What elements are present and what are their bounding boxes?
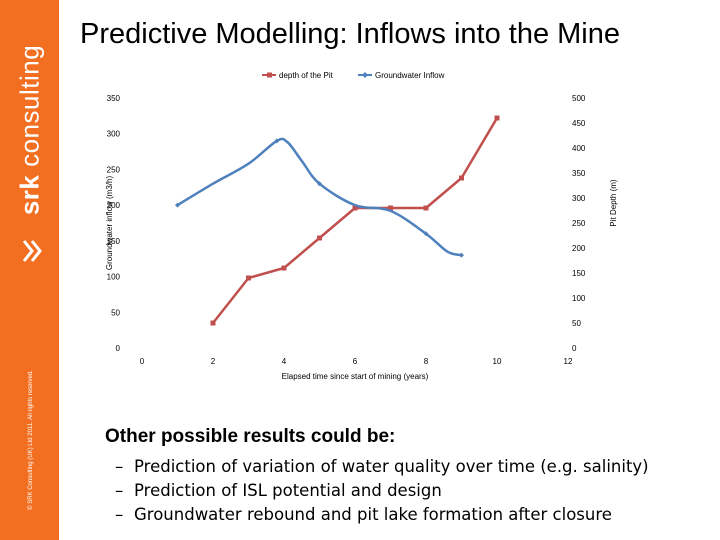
y-tick-label: 150 — [107, 237, 121, 246]
groundwater-point — [175, 202, 180, 208]
y2-tick-label: 450 — [572, 119, 586, 128]
y2-axis-label: Pit Depth (m) — [609, 179, 618, 226]
y2-tick-label: 500 — [572, 94, 586, 103]
y-tick-label: 300 — [107, 130, 121, 139]
bullet-item: – Prediction of variation of water qualit… — [115, 455, 649, 479]
y-tick-label: 250 — [107, 165, 121, 174]
legend-label: depth of the Pit — [279, 71, 334, 80]
pit-depth-point — [494, 115, 500, 121]
y2-tick-label: 100 — [572, 294, 586, 303]
groundwater-point — [274, 138, 280, 144]
groundwater-point — [317, 181, 322, 187]
x-tick-label: 12 — [564, 357, 573, 366]
x-tick-label: 8 — [424, 357, 429, 366]
x-tick-label: 0 — [140, 357, 145, 366]
y2-tick-label: 350 — [572, 169, 586, 178]
y-tick-label: 50 — [111, 308, 120, 317]
x-tick-label: 4 — [282, 357, 287, 366]
y-axis-label: Groundwater inflow (m3/h) — [105, 176, 114, 271]
copyright-notice: © SRK Consulting (UK) Ltd 2011. All righ… — [28, 370, 34, 510]
y-tick-label: 0 — [116, 344, 121, 353]
bullet-item: – Prediction of ISL potential and design — [115, 479, 649, 503]
brand-sidebar: srk consulting © SRK Consulting (UK) Ltd… — [0, 0, 59, 540]
pit-depth-point — [317, 235, 322, 241]
y2-tick-label: 300 — [572, 194, 586, 203]
groundwater-line — [176, 137, 462, 257]
bullet-list: – Prediction of variation of water qualit… — [115, 455, 649, 527]
y2-tick-label: 400 — [572, 144, 586, 153]
bullet-marker: – — [115, 505, 124, 524]
x-axis-label: Elapsed time since start of mining (year… — [282, 372, 429, 381]
y2-tick-label: 150 — [572, 269, 586, 278]
x-tick-label: 2 — [211, 357, 216, 366]
bullet-marker: – — [115, 457, 124, 476]
subheading: Other possible results could be: — [105, 426, 396, 447]
groundwater-point — [459, 252, 464, 258]
y2-tick-label: 0 — [572, 344, 577, 353]
y2-tick-label: 200 — [572, 244, 586, 253]
y-tick-label: 200 — [107, 201, 121, 210]
legend-label: Groundwater Inflow — [375, 71, 445, 80]
bullet-item: – Groundwater rebound and pit lake format… — [115, 503, 649, 527]
srk-logo-icon — [22, 240, 42, 262]
legend-marker — [362, 72, 368, 78]
y2-tick-label: 250 — [572, 219, 586, 228]
brand-logo-text: srk consulting — [14, 44, 45, 216]
pit-depth-line — [212, 117, 499, 324]
bullet-marker: – — [115, 481, 124, 500]
y2-tick-label: 50 — [572, 319, 581, 328]
inflow-chart: 0 2 4 6 8 10 12 0 50 100 150 200 250 300 350 0 50 100 150 2… — [105, 71, 618, 381]
x-tick-label: 6 — [353, 357, 358, 366]
pit-depth-point — [281, 265, 287, 271]
pit-depth-point — [210, 320, 216, 326]
groundwater-point — [423, 231, 429, 237]
pit-depth-point — [388, 205, 393, 211]
pit-depth-point — [423, 205, 429, 211]
x-tick-label: 10 — [493, 357, 502, 366]
pit-depth-point — [459, 175, 464, 181]
y-tick-label: 100 — [107, 273, 121, 282]
legend-marker — [267, 72, 272, 78]
slide-title: Predictive Modelling: Inflows into the M… — [80, 18, 620, 50]
pit-depth-point — [352, 205, 358, 211]
y-tick-label: 350 — [107, 94, 121, 103]
pit-depth-point — [246, 275, 251, 281]
